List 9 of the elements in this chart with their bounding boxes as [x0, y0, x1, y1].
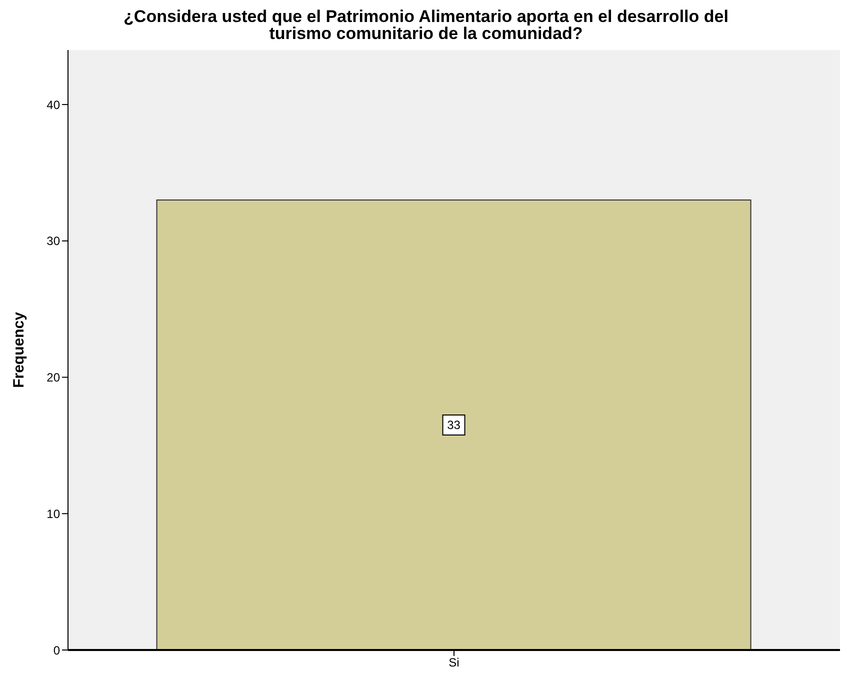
y-tick-label: 20	[46, 370, 60, 385]
x-tick-label: Si	[448, 656, 460, 670]
y-axis-title: Frequency	[10, 311, 28, 388]
data-label: 33	[447, 418, 461, 432]
y-tick-label: 40	[46, 98, 60, 112]
y-tick-label: 30	[46, 234, 60, 248]
y-tick-label: 0	[53, 643, 60, 658]
chart-title: ¿Considera usted que el Patrimonio Alimentario aporta en el desarrollo del turismo comunitario de la comunidad?	[122, 7, 730, 44]
y-tick-label: 10	[46, 506, 60, 521]
